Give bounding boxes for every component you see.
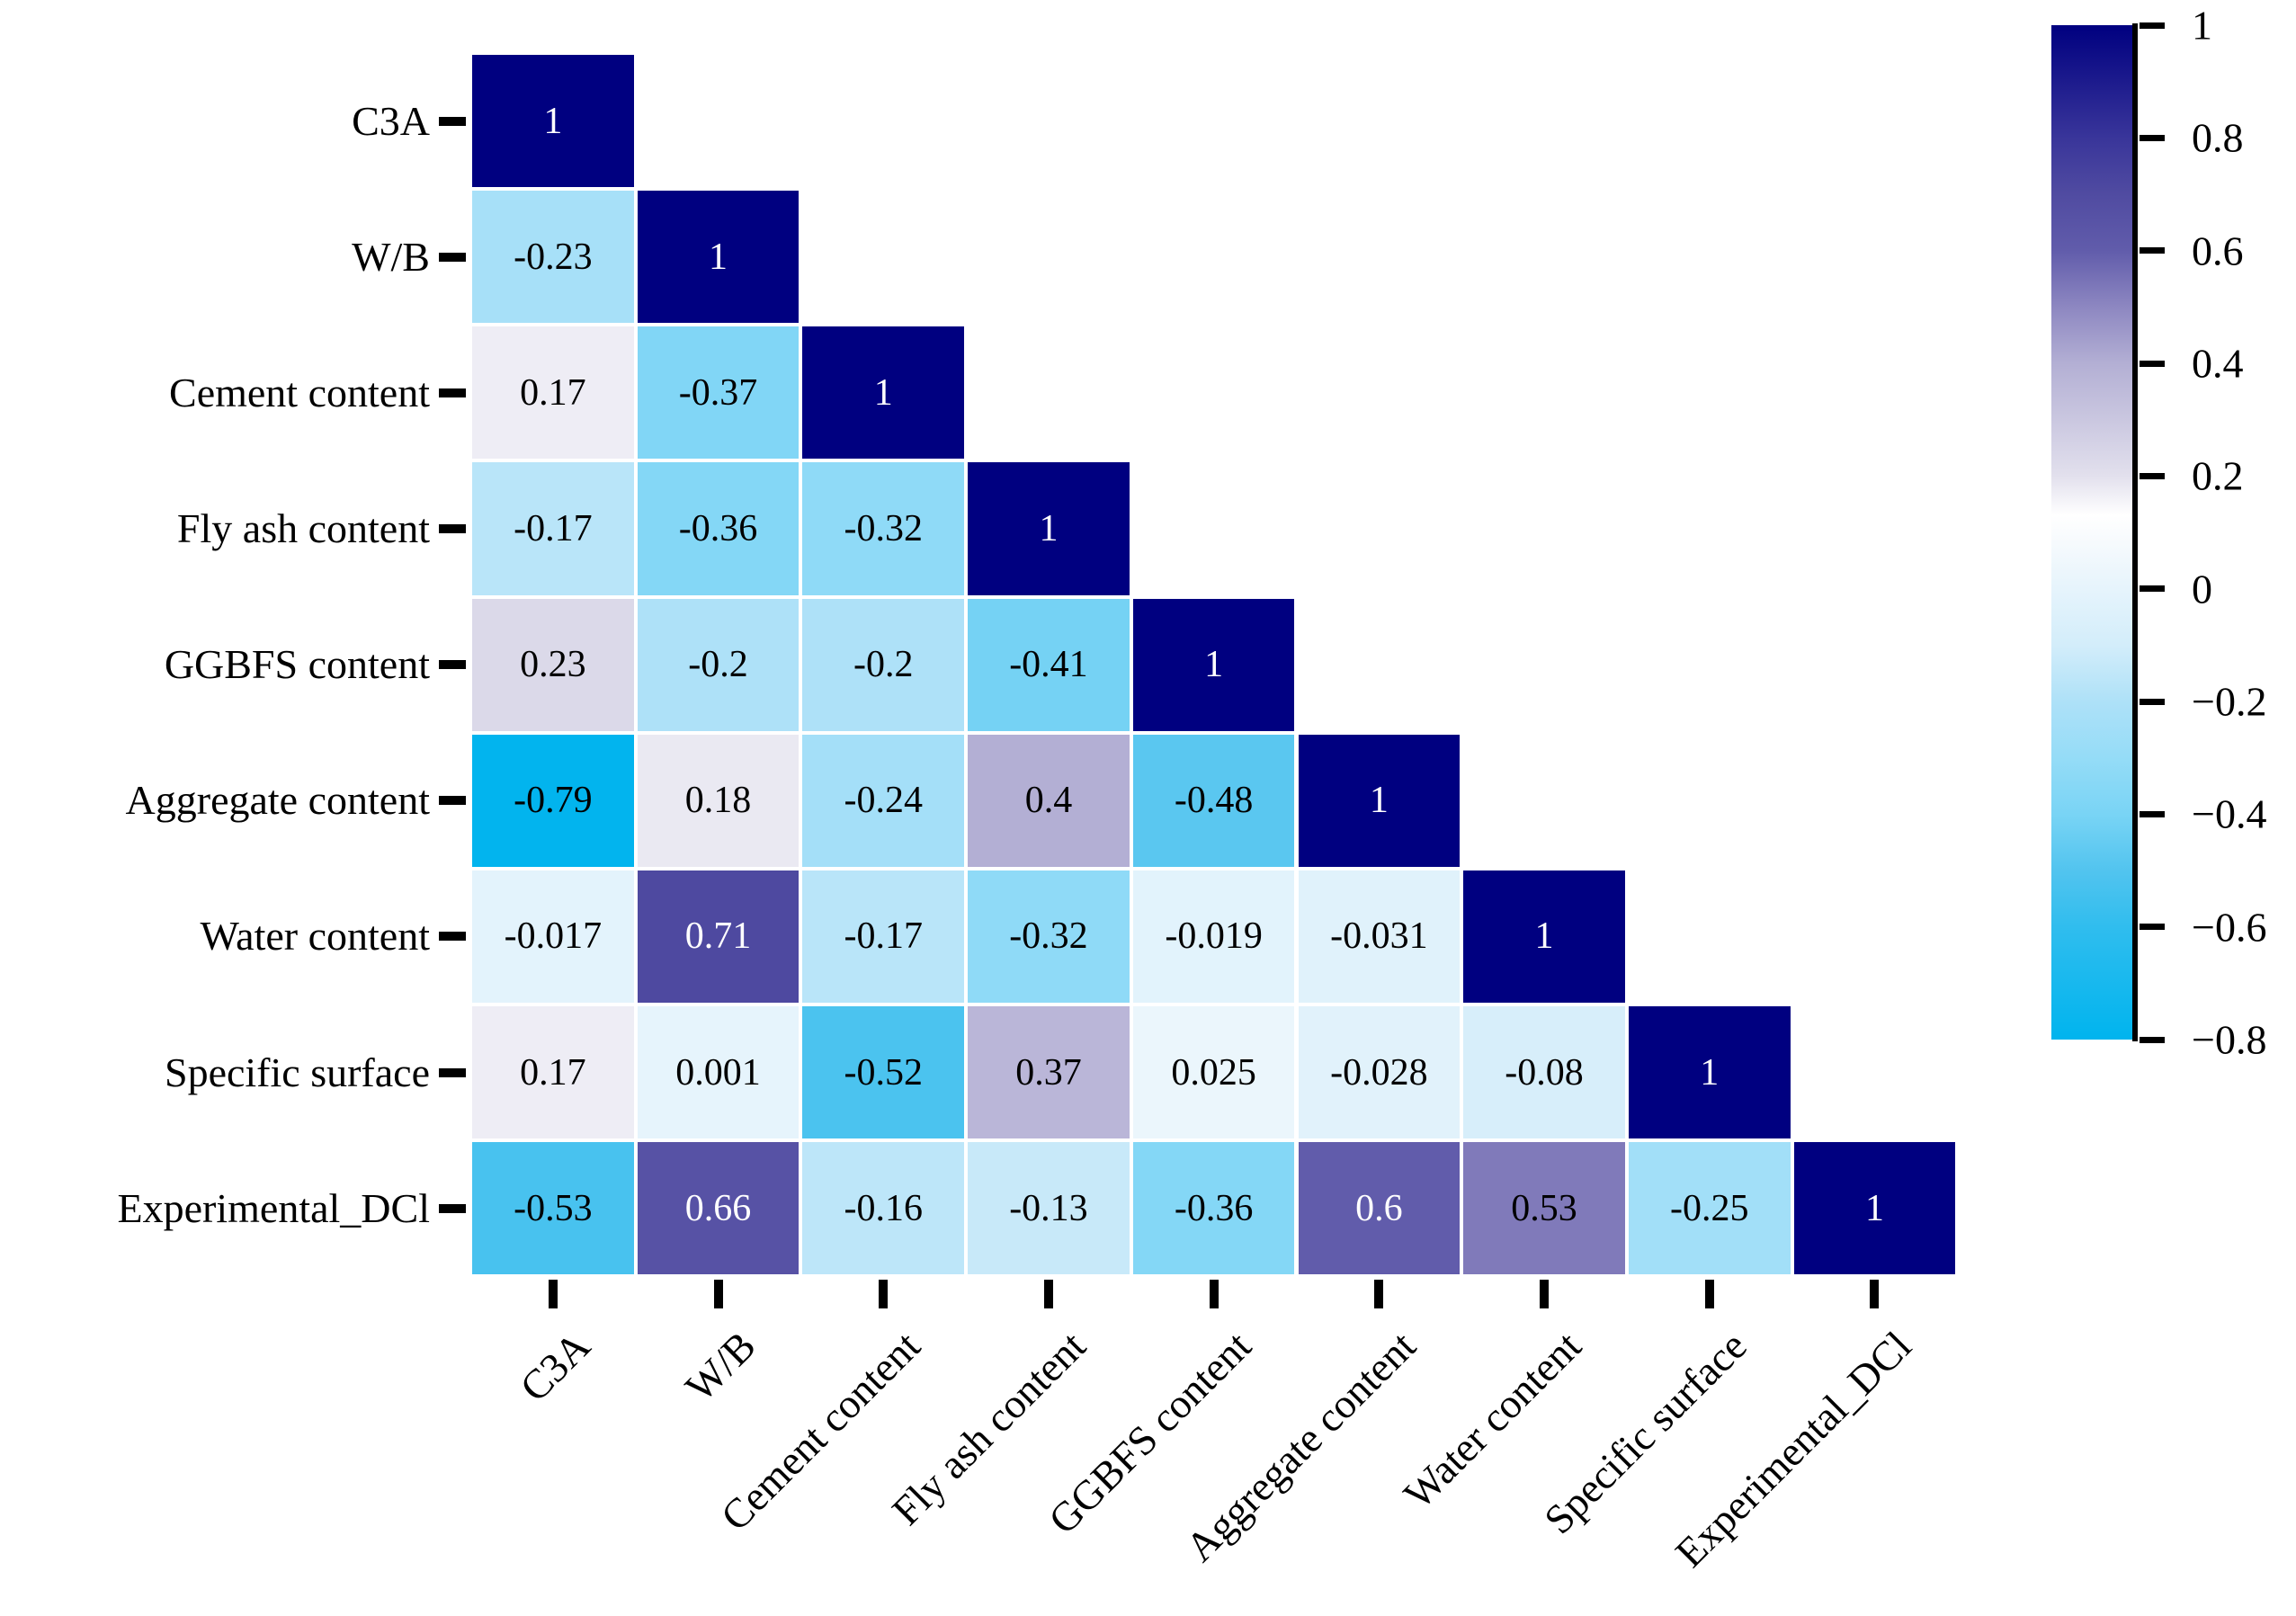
colorbar-tick [2140, 360, 2165, 367]
heatmap-cell: 1 [1791, 1140, 1958, 1277]
heatmap-cell: 0.001 [635, 1004, 801, 1141]
colorbar-tick [2140, 134, 2165, 141]
y-axis-tick [439, 1067, 466, 1077]
heatmap-cell: -0.017 [470, 868, 636, 1005]
heatmap-cell: -0.53 [470, 1140, 636, 1277]
heatmap-cell: 0.4 [966, 732, 1131, 869]
x-axis-tick [1704, 1280, 1714, 1308]
y-axis-tick [439, 388, 466, 397]
heatmap-cell: -0.79 [470, 732, 636, 869]
heatmap-cell: 1 [966, 460, 1131, 597]
heatmap-cell: -0.13 [966, 1140, 1131, 1277]
heatmap-cell: -0.031 [1296, 868, 1462, 1005]
heatmap-cell: 1 [635, 189, 801, 326]
y-axis-label: W/B [352, 233, 430, 280]
heatmap-cell: 1 [1130, 596, 1297, 733]
y-axis-label: Experimental_DCl [117, 1184, 430, 1231]
heatmap-cell: -0.17 [800, 868, 967, 1005]
y-axis-tick [439, 660, 466, 670]
heatmap-cell: 0.6 [1296, 1140, 1462, 1277]
heatmap-cell: -0.48 [1130, 732, 1297, 869]
x-axis-tick [1043, 1280, 1053, 1308]
heatmap-cell: -0.36 [1130, 1140, 1297, 1277]
y-axis-tick [439, 116, 466, 126]
heatmap-cell: 1 [1296, 732, 1462, 869]
x-axis-tick [879, 1280, 889, 1308]
x-axis-tick [1540, 1280, 1550, 1308]
y-axis-label: Specific surface [164, 1049, 430, 1095]
heatmap-cell: 0.37 [966, 1004, 1131, 1141]
heatmap-cell: -0.24 [800, 732, 967, 869]
y-axis-label: GGBFS content [164, 641, 430, 688]
heatmap-cell: -0.32 [800, 460, 967, 597]
y-axis-tick [439, 796, 466, 806]
heatmap-cell: -0.25 [1626, 1140, 1792, 1277]
y-axis-label: C3A [352, 97, 430, 144]
heatmap-cell: -0.17 [470, 460, 636, 597]
y-axis-tick [439, 1203, 466, 1213]
colorbar-tick [2140, 698, 2165, 705]
heatmap-cell: -0.16 [800, 1140, 967, 1277]
colorbar-tick [2140, 924, 2165, 931]
x-axis-tick [548, 1280, 558, 1308]
y-axis-tick [439, 524, 466, 534]
colorbar-tick [2140, 247, 2165, 254]
colorbar-tick [2140, 1036, 2165, 1043]
heatmap-cell: -0.32 [966, 868, 1131, 1005]
heatmap-cell: -0.37 [635, 325, 801, 461]
colorbar-tick [2140, 810, 2165, 817]
heatmap-cell: -0.41 [966, 596, 1131, 733]
heatmap-cell: -0.2 [800, 596, 967, 733]
heatmap-cell: 0.17 [470, 1004, 636, 1141]
colorbar-tick-label: 0 [2192, 566, 2212, 612]
colorbar-tick-label: 0.8 [2192, 114, 2244, 161]
heatmap-cell: 1 [1626, 1004, 1792, 1141]
y-axis-label: Aggregate content [125, 777, 430, 824]
x-axis-label: W/B [675, 1322, 764, 1411]
heatmap-cell: -0.08 [1461, 1004, 1627, 1141]
heatmap-cell: 0.025 [1130, 1004, 1297, 1141]
colorbar-tick-label: −0.2 [2192, 678, 2267, 725]
colorbar-tick [2140, 472, 2165, 479]
heatmap-cell: -0.019 [1130, 868, 1297, 1005]
x-axis-tick [1374, 1280, 1384, 1308]
colorbar-tick [2140, 585, 2165, 593]
colorbar-gradient [2051, 25, 2134, 1040]
heatmap-cell: -0.028 [1296, 1004, 1462, 1141]
heatmap-cell: 0.18 [635, 732, 801, 869]
colorbar-tick [2140, 22, 2165, 29]
heatmap-cell: 0.17 [470, 325, 636, 461]
heatmap-cell: -0.52 [800, 1004, 967, 1141]
colorbar-axis-line [2132, 23, 2138, 1041]
heatmap-cell: 0.66 [635, 1140, 801, 1277]
heatmap-cell: 0.71 [635, 868, 801, 1005]
y-axis-label: Fly ash content [176, 505, 430, 552]
y-axis-label: Water content [200, 913, 430, 960]
y-axis-label: Cement content [169, 369, 430, 415]
heatmap-cell: 0.53 [1461, 1140, 1627, 1277]
x-axis-tick [713, 1280, 723, 1308]
colorbar-tick-label: 1 [2192, 2, 2212, 49]
colorbar-tick-label: −0.8 [2192, 1016, 2267, 1063]
heatmap-cell: 1 [470, 53, 636, 190]
colorbar-tick-label: 0.4 [2192, 340, 2244, 387]
heatmap-cell: -0.36 [635, 460, 801, 597]
heatmap-cell: 0.23 [470, 596, 636, 733]
colorbar-tick-label: 0.2 [2192, 452, 2244, 499]
colorbar-tick-label: 0.6 [2192, 228, 2244, 274]
heatmap-cell: 1 [1461, 868, 1627, 1005]
x-axis-tick [1209, 1280, 1219, 1308]
heatmap-cell: -0.2 [635, 596, 801, 733]
x-axis-tick [1870, 1280, 1880, 1308]
colorbar-tick-label: −0.6 [2192, 904, 2267, 951]
heatmap-cell: 1 [800, 325, 967, 461]
colorbar-tick-label: −0.4 [2192, 790, 2267, 837]
heatmap-cell: -0.23 [470, 189, 636, 326]
y-axis-tick [439, 932, 466, 942]
x-axis-label: C3A [511, 1322, 599, 1411]
y-axis-tick [439, 252, 466, 262]
